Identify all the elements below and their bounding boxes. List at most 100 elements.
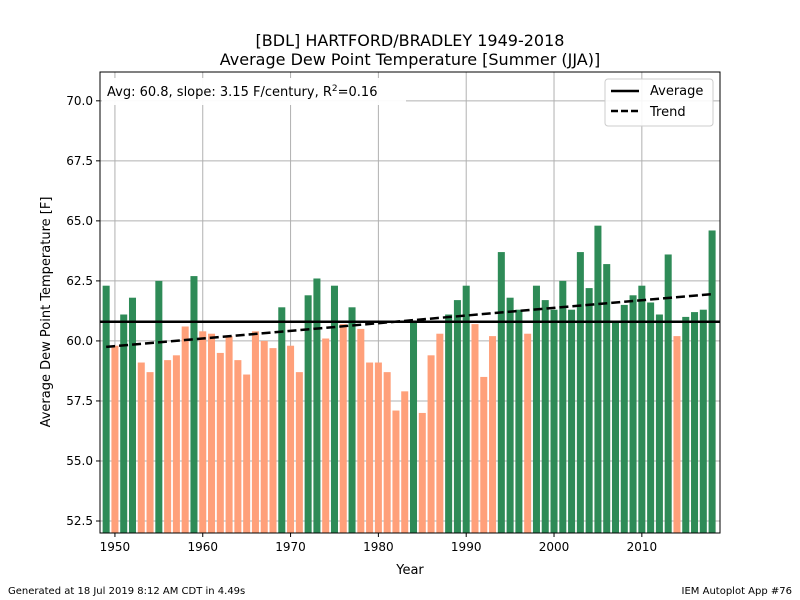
bar [401,391,409,533]
bar [181,326,189,533]
bar [524,333,532,533]
bar [216,352,224,533]
bar [128,297,137,533]
annotation-box [102,78,406,105]
bar [559,280,567,533]
y-tick-label: 55.0 [66,454,93,468]
bar [383,372,391,533]
bar [594,225,602,533]
bar [164,360,172,533]
x-tick-label: 2010 [627,540,658,554]
bar [541,300,549,533]
bar [576,252,584,533]
bars [102,225,716,533]
bar [550,309,558,533]
bar [392,410,400,533]
footer-generated-text: Generated at 18 Jul 2019 8:12 AM CDT in … [8,586,246,597]
bar [339,324,347,533]
bar [471,324,479,533]
legend: Average Trend [604,78,714,127]
bar [708,230,716,533]
y-tick-label: 67.5 [66,154,93,168]
y-tick-label: 52.5 [66,514,93,528]
bar [620,304,628,533]
x-axis-label: Year [395,563,424,578]
bar [489,336,497,533]
footer-app-label: IEM Autoplot App #76 [681,586,792,597]
legend-trend-label: Trend [649,105,686,120]
bar [225,336,233,533]
annotation-after: =0.16 [338,85,378,100]
bar [532,285,540,533]
bar [243,374,251,533]
bar [603,264,611,533]
bar [418,412,426,533]
bar [515,309,523,533]
y-axis-ticks: 52.5 55.0 57.5 60.0 62.5 65.0 67.5 70.0 [66,94,100,528]
x-tick-label: 1960 [187,540,218,554]
y-tick-label: 62.5 [66,274,93,288]
legend-average-label: Average [650,84,703,99]
y-tick-label: 60.0 [66,334,93,348]
bar [190,276,198,533]
bar [366,362,374,533]
bar [357,328,365,533]
bar [251,331,259,533]
bar [269,348,277,533]
annotation-main: Avg: 60.8, slope: 3.15 F/century, R [107,85,332,100]
bar [313,278,321,533]
bar [199,331,207,533]
bar [287,345,295,533]
bar [330,285,338,533]
bar [102,285,110,533]
bar [137,362,145,533]
x-tick-label: 1980 [363,540,394,554]
bar [278,307,286,533]
y-tick-label: 57.5 [66,394,93,408]
bar [146,372,154,533]
bar [480,376,488,533]
bar [155,280,163,533]
bar [208,333,216,533]
bar [172,355,180,533]
x-tick-label: 1950 [100,540,131,554]
bar [111,345,119,533]
bar [699,309,707,533]
plot-frame [99,71,721,534]
bar [462,285,470,533]
bar [445,314,453,533]
bar [664,254,672,533]
bar [374,362,382,533]
bar [691,312,699,533]
bar [506,297,514,533]
bar [322,338,330,533]
bar [295,372,303,533]
bar [673,336,681,533]
bar [348,307,356,533]
bar [410,321,418,533]
chart-title-line2: Average Dew Point Temperature [Summer (J… [220,50,600,69]
bar [304,295,312,533]
y-tick-label: 70.0 [66,94,93,108]
x-tick-label: 1970 [275,540,306,554]
trend-line [106,292,713,349]
bar [260,340,268,533]
bar [585,288,593,533]
x-tick-label: 2000 [539,540,570,554]
bar [568,309,576,533]
annotation-text: Avg: 60.8, slope: 3.15 F/century, R2=0.1… [107,84,377,100]
bar [647,302,655,533]
y-axis-label: Average Dew Point Temperature [F] [39,197,54,428]
bar [682,316,690,533]
bar [655,314,663,533]
annotation-superscript: 2 [332,84,338,94]
bar [638,285,646,533]
x-tick-label: 1990 [451,540,482,554]
bar [611,321,620,533]
bar [453,300,461,533]
bar [436,333,444,533]
chart-title-line1: [BDL] HARTFORD/BRADLEY 1949-2018 [256,31,565,50]
bar [497,252,505,533]
y-tick-label: 65.0 [66,214,93,228]
